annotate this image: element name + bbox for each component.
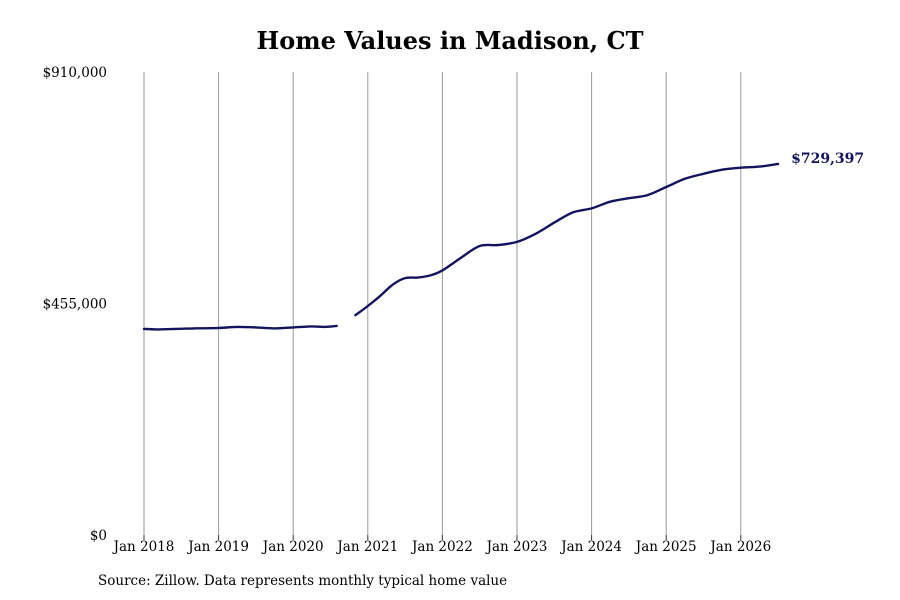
x-tick-label: Jan 2018	[112, 539, 175, 555]
x-tick-label: Jan 2021	[335, 539, 398, 555]
y-tick-label: $455,000	[43, 297, 107, 313]
x-tick-label: Jan 2019	[186, 539, 249, 555]
y-tick-label: $910,000	[43, 65, 107, 81]
x-tick-label: Jan 2023	[485, 539, 548, 555]
chart-title: Home Values in Madison, CT	[256, 26, 644, 55]
y-tick-label: $0	[90, 528, 107, 544]
gridlines	[143, 72, 742, 535]
source-note: Source: Zillow. Data represents monthly …	[98, 573, 508, 589]
x-tick-label: Jan 2020	[261, 539, 324, 555]
x-tick-label: Jan 2022	[410, 539, 473, 555]
y-axis-ticks: $0 $455,000 $910,000	[43, 65, 107, 544]
x-tick-label: Jan 2024	[559, 539, 622, 555]
series-line-segment	[142, 324, 338, 331]
x-axis-ticks: Jan 2018 Jan 2019 Jan 2020 Jan 2021 Jan 2022…	[112, 535, 771, 555]
series-line-segment	[354, 162, 780, 317]
x-tick-label: Jan 2025	[634, 539, 697, 555]
x-tick-label: Jan 2026	[708, 539, 771, 555]
series-lines	[142, 162, 780, 331]
end-value-label: $729,397	[791, 151, 864, 167]
